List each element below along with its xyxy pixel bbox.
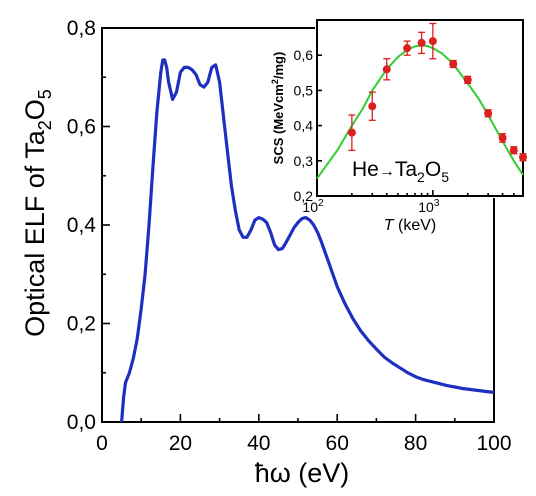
inset-y-tick-label: 0,5: [294, 82, 314, 98]
inset-data-point: [347, 128, 356, 137]
main-y-label-text: Optical ELF of Ta: [20, 129, 50, 337]
main-x-tick-label: 40: [247, 432, 270, 455]
inset-data-point: [519, 153, 527, 162]
inset-data-point: [382, 65, 391, 74]
main-x-axis-label: ħω (eV): [255, 458, 350, 488]
inset-data-point: [498, 133, 507, 142]
inset-y-tick-label: 0,3: [294, 153, 314, 169]
annotation-sub: 5: [441, 169, 449, 185]
inset-x-tick-exp: 2: [318, 198, 324, 209]
main-y-tick-label: 0,2: [67, 313, 96, 336]
inset-fit-curve: [316, 44, 524, 179]
main-x-tick-label: 0: [96, 432, 108, 455]
inset-x-label-unit: (keV): [394, 217, 437, 234]
inset-data-point: [509, 146, 518, 155]
annotation-o: O: [425, 158, 441, 181]
inset-data-point: [463, 75, 472, 84]
main-y-label-sub: 2: [35, 120, 55, 130]
inset-data-point: [368, 102, 377, 111]
annotation-he: He: [352, 158, 379, 181]
main-chart: 0 20 40 60 80 100 0,0 0,2 0,4 0,6 0,8 ħω (eV) Optica…: [20, 17, 512, 488]
inset-background: [315, 18, 525, 198]
elf-series-line: [120, 58, 495, 423]
annotation-arrow: →: [379, 163, 395, 180]
annotation-ta: Ta: [395, 158, 418, 181]
inset-data-point: [403, 44, 412, 53]
inset-x-tick-exp: 3: [434, 198, 440, 209]
inset-y-label-end: /mg): [271, 52, 286, 79]
main-x-tick-label: 100: [476, 432, 511, 455]
inset-data-point: [428, 37, 437, 46]
main-y-tick-label: 0,8: [67, 17, 96, 40]
inset-y-label-text: SCS (MeVcm: [271, 84, 286, 164]
inset-y-tick-label: 0,2: [294, 188, 314, 204]
inset-annotation: He→Ta2O5: [352, 158, 449, 185]
inset-y-tick-label: 0,6: [294, 47, 314, 63]
inset-x-tick-label: 103: [418, 198, 440, 215]
inset-data-point: [484, 109, 493, 118]
inset-x-label-var: T: [384, 217, 395, 234]
inset-x-tick-base: 10: [418, 199, 434, 215]
inset-x-tick-label: 102: [302, 198, 324, 215]
main-y-tick-label: 0,6: [67, 116, 96, 139]
inset-y-label-sup: 2: [270, 79, 280, 84]
inset-y-tick-label: 0,4: [294, 118, 314, 134]
main-x-tick-label: 80: [404, 432, 427, 455]
annotation-sub: 2: [417, 169, 425, 185]
inset-x-axis-label: T (keV): [384, 217, 436, 234]
main-y-tick-label: 0,0: [67, 411, 96, 434]
main-y-label-sub: 5: [35, 89, 55, 99]
inset-data-point: [417, 38, 426, 47]
main-x-tick-label: 20: [169, 432, 192, 455]
inset-x-tick-base: 10: [302, 199, 318, 215]
main-y-label-mid: O: [20, 99, 50, 120]
main-x-tick-label: 60: [326, 432, 349, 455]
inset-y-axis-label: SCS (MeVcm2/mg): [270, 52, 286, 165]
main-y-axis-label: Optical ELF of Ta2O5: [20, 89, 55, 337]
inset-plot-frame: [316, 19, 524, 197]
main-y-tick-label: 0,4: [67, 214, 97, 237]
inset-data-point: [449, 60, 458, 68]
